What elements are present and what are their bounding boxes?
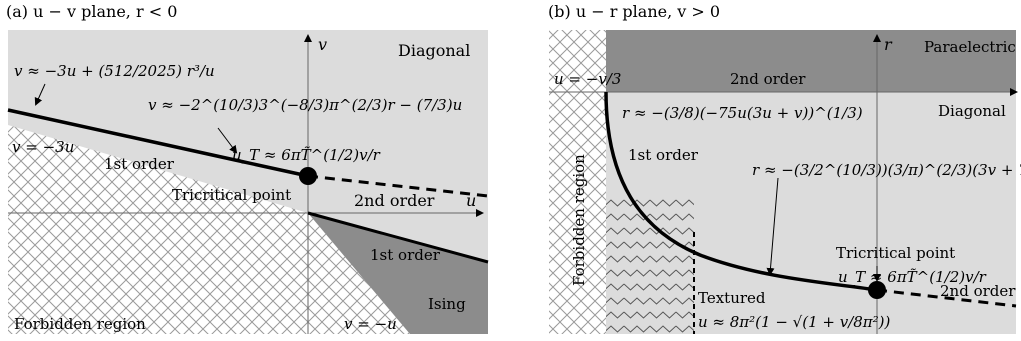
label-diagonal-b: Diagonal — [938, 102, 1006, 120]
label-forbidden-b: Forbidden region — [570, 154, 588, 286]
tricritical-point-b — [868, 281, 886, 299]
label-approx-line: v ≈ −3u + (512/2025) r³/u — [14, 62, 215, 80]
label-textured: Textured — [698, 289, 766, 307]
textured-region — [606, 196, 694, 334]
axis-label-r-b: r — [884, 35, 893, 54]
label-second-order-bottom: 2nd order — [940, 282, 1016, 300]
label-second-order-a: 2nd order — [354, 191, 435, 210]
label-first-order-b: 1st order — [628, 146, 699, 164]
label-first-order-upper: 1st order — [104, 155, 175, 173]
panel-a: v u Diagonal v ≈ −3u + (512/2025) r³/u v… — [7, 30, 489, 334]
panel-b-caption: (b) u − r plane, v > 0 — [548, 2, 721, 21]
tricritical-point-a — [299, 167, 317, 185]
label-r-approx-second: r ≈ −(3/2^(10/3))(3/π)^(2/3)(3v + 7u) — [752, 161, 1021, 179]
label-tricritical-point-b: Tricritical point — [836, 244, 955, 262]
label-second-order-top: 2nd order — [730, 70, 806, 88]
pointer-arrow-a2 — [217, 127, 238, 154]
label-paraelectric: Paraelectric — [924, 38, 1016, 56]
axis-label-u-a: u — [466, 191, 476, 210]
label-forbidden-a: Forbidden region — [14, 315, 146, 333]
label-u-eq-minus-v3: u = −v/3 — [554, 70, 621, 88]
label-tricritical-line: v ≈ −2^(10/3)3^(−8/3)π^(2/3)r − (7/3)u — [148, 96, 462, 114]
forbidden-region-b — [549, 30, 606, 334]
ising-region — [308, 213, 488, 334]
second-order-dashed-a — [307, 174, 489, 198]
label-v-eq-minus-u: v = −u — [344, 315, 397, 333]
label-v-eq-minus3u: v = −3u — [12, 138, 74, 156]
label-diagonal-a: Diagonal — [398, 41, 470, 60]
pointer-arrow-b1 — [766, 177, 779, 276]
lower-first-order-line — [307, 211, 489, 264]
axis-label-v-a: v — [318, 35, 327, 54]
label-first-order-lower: 1st order — [370, 246, 441, 264]
panel-a-caption: (a) u − v plane, r < 0 — [6, 2, 178, 21]
label-r-approx-first: r ≈ −(3/8)(−75u(3u + v))^(1/3) — [622, 104, 863, 122]
panel-b: r Paraelectric u = −v/3 2nd order r ≈ −(… — [549, 30, 1021, 334]
label-u-textured: u ≈ 8π²(1 − √(1 + v/8π²)) — [698, 313, 891, 331]
forbidden-region-bottom — [8, 213, 308, 334]
second-order-dashed-b — [876, 288, 1017, 308]
label-ut-formula-b: u_T ≈ 6πT̃^(1/2)v/r — [838, 268, 987, 286]
label-tricritical-point-a: Tricritical point — [172, 186, 291, 204]
forbidden-region-left — [8, 125, 308, 334]
label-ut-formula-a: u_T ≈ 6πT̃^(1/2)v/r — [232, 146, 381, 164]
first-order-curve-b — [604, 91, 878, 292]
pointer-arrow-a1 — [34, 83, 46, 106]
first-order-line-a — [7, 108, 309, 178]
paraelectric-region — [606, 30, 1016, 92]
label-ising: Ising — [428, 295, 466, 313]
